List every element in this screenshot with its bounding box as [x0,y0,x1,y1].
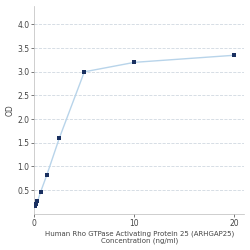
Point [232,53,236,57]
Point [45,173,49,177]
Point [57,136,61,140]
Y-axis label: OD: OD [6,104,15,116]
Point [33,204,37,208]
Point [38,190,42,194]
X-axis label: Human Rho GTPase Activating Protein 25 (ARHGAP25)
Concentration (ng/ml): Human Rho GTPase Activating Protein 25 (… [45,230,234,244]
Point [132,60,136,64]
Point [34,202,38,206]
Point [82,70,86,74]
Point [36,200,40,203]
